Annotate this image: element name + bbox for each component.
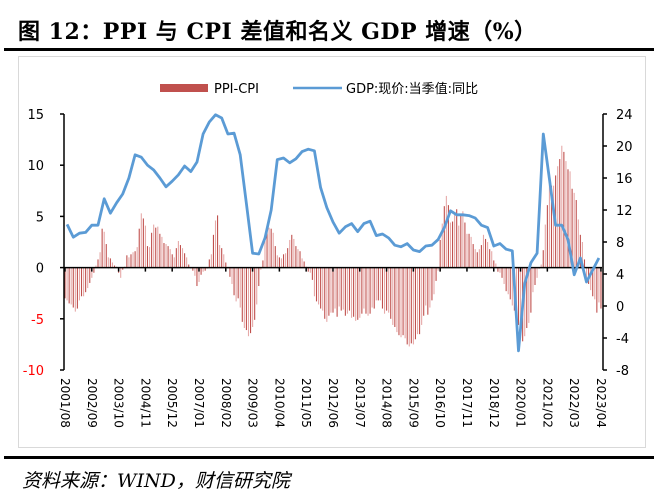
chart-frame [18,56,646,448]
legend-label-ppi-cpi: PPI-CPI [214,82,259,97]
right-tick-label: 0 [616,300,624,315]
x-tick-label: 2018/12 [487,378,501,428]
bar-series-ppi-cpi [64,145,602,347]
right-tick-label: 16 [616,172,633,187]
right-tick-label: 20 [616,140,633,155]
x-tick-label: 2021/02 [540,378,554,428]
gdp-line [65,113,601,353]
bottom-rule [4,456,654,459]
figure-title: 图 12：PPI 与 CPI 差值和名义 GDP 增速（%） [18,19,537,45]
x-tick-label: 2023/04 [594,378,608,428]
x-tick-label: 2003/10 [112,378,126,428]
right-tick-label: -4 [616,332,629,347]
x-tick-label: 2016/10 [433,378,447,428]
left-axis: 15 10 5 0 -5 -10 [23,108,65,379]
x-tick-label: 2022/03 [567,378,581,428]
x-axis: 2001/08 2002/09 2003/10 2004/11 2005/12 2007/… [58,267,608,428]
x-tick-label: 2001/08 [58,378,72,428]
x-tick-label: 2002/09 [85,378,99,428]
x-tick-label: 2008/02 [219,378,233,428]
right-tick-label: 24 [616,108,633,123]
x-tick-label: 2007/01 [192,378,206,428]
x-tick-label: 2013/07 [353,378,367,428]
x-tick-label: 2009/03 [246,378,260,428]
right-tick-label: 8 [616,236,624,251]
x-tick-label: 2004/11 [138,378,152,428]
x-tick-label: 2011/05 [299,378,313,428]
left-tick-label: 15 [27,108,44,123]
x-tick-label: 2012/06 [326,378,340,428]
right-axis: 24 20 16 12 8 4 0 -4 -8 [602,108,633,379]
left-tick-label: 5 [36,210,44,225]
x-tick-label: 2017/11 [460,378,474,428]
x-tick-label: 2014/08 [380,378,394,428]
right-tick-label: 4 [616,268,624,283]
source-note: 资料来源：WIND，财信研究院 [22,470,290,492]
left-tick-label: -5 [31,313,44,328]
line-series-gdp [65,113,601,353]
left-tick-label: -10 [23,364,44,379]
legend-label-gdp: GDP:现价:当季值:同比 [346,81,478,97]
x-tick-label: 2020/01 [514,378,528,428]
left-tick-label: 0 [36,262,44,277]
right-tick-label: 12 [616,204,633,219]
left-tick-label: 10 [27,159,44,174]
x-tick-label: 2015/09 [406,378,420,428]
top-rule [4,48,654,51]
legend-swatch-ppi-cpi [160,84,208,92]
x-tick-label: 2010/04 [272,378,286,428]
right-tick-label: -8 [616,364,629,379]
legend: PPI-CPI GDP:现价:当季值:同比 [160,81,478,97]
x-tick-label: 2005/12 [165,378,179,428]
